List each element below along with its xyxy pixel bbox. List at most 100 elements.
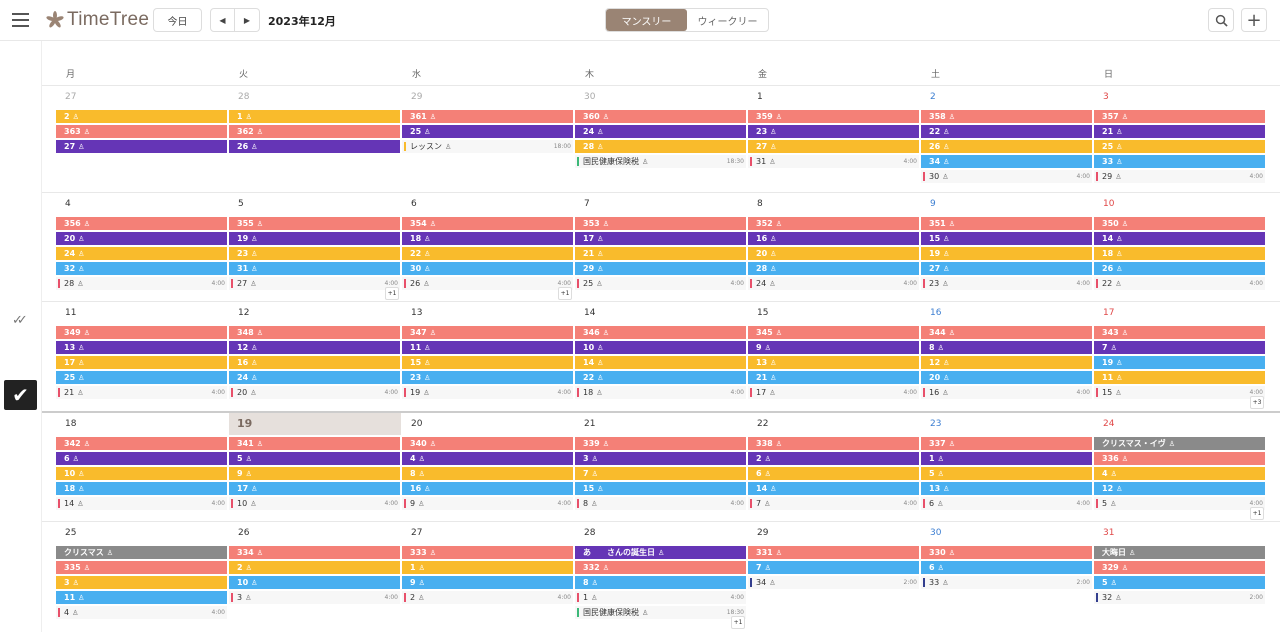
event-bar[interactable]: 356 ♙ (56, 217, 227, 230)
event-bar[interactable]: 13 ♙ (748, 356, 919, 369)
timed-event[interactable]: 2 ♙ 4:00 (402, 591, 573, 604)
event-bar[interactable]: 3 ♙ (56, 576, 227, 589)
timed-event[interactable]: 国民健康保険税 ♙ 18:30 (575, 606, 746, 619)
event-bar[interactable]: 355 ♙ (229, 217, 400, 230)
event-bar[interactable]: 33 ♙ (1094, 155, 1265, 168)
timed-event[interactable]: 27 ♙ 4:00 (229, 277, 400, 290)
event-bar[interactable]: 339 ♙ (575, 437, 746, 450)
event-bar[interactable]: 2 ♙ (229, 561, 400, 574)
event-bar[interactable]: 341 ♙ (229, 437, 400, 450)
event-bar[interactable]: 14 ♙ (1094, 232, 1265, 245)
day-number[interactable]: 1 (757, 92, 763, 102)
day-number[interactable]: 26 (238, 528, 250, 538)
day-number[interactable]: 13 (411, 308, 423, 318)
event-bar[interactable]: 10 ♙ (575, 341, 746, 354)
event-bar[interactable]: 18 ♙ (1094, 247, 1265, 260)
event-bar[interactable]: 15 ♙ (575, 482, 746, 495)
event-bar[interactable]: 7 ♙ (748, 561, 919, 574)
event-bar[interactable]: 338 ♙ (748, 437, 919, 450)
event-bar[interactable]: 6 ♙ (56, 452, 227, 465)
event-bar[interactable]: 343 ♙ (1094, 326, 1265, 339)
timed-event[interactable]: 18 ♙ 4:00 (575, 386, 746, 399)
add-event-button[interactable]: + (1241, 8, 1267, 32)
timed-event[interactable]: 30 ♙ 4:00 (921, 170, 1092, 183)
menu-icon[interactable] (12, 13, 29, 27)
day-number[interactable]: 29 (411, 92, 423, 102)
tab-monthly[interactable]: マンスリー (606, 9, 687, 31)
event-bar[interactable]: 34 ♙ (921, 155, 1092, 168)
timed-event[interactable]: 23 ♙ 4:00 (921, 277, 1092, 290)
event-bar[interactable]: 1 ♙ (921, 452, 1092, 465)
event-bar[interactable]: 14 ♙ (575, 356, 746, 369)
event-bar[interactable]: 352 ♙ (748, 217, 919, 230)
event-bar[interactable]: クリスマス ♙ (56, 546, 227, 559)
timed-event[interactable]: 3 ♙ 4:00 (229, 591, 400, 604)
event-bar[interactable]: 22 ♙ (921, 125, 1092, 138)
checkbox-icon[interactable]: ✔ (4, 380, 37, 410)
day-number[interactable]: 20 (411, 419, 423, 429)
event-bar[interactable]: 21 ♙ (575, 247, 746, 260)
timed-event[interactable]: 6 ♙ 4:00 (921, 497, 1092, 510)
day-number[interactable]: 19 (229, 413, 401, 435)
event-bar[interactable]: 1 ♙ (402, 561, 573, 574)
event-bar[interactable]: あ さんの誕生日 ♙ (575, 546, 746, 559)
day-number[interactable]: 5 (238, 199, 244, 209)
event-bar[interactable]: 345 ♙ (748, 326, 919, 339)
event-bar[interactable]: 8 ♙ (402, 467, 573, 480)
event-bar[interactable]: 27 ♙ (748, 140, 919, 153)
event-bar[interactable]: 25 ♙ (402, 125, 573, 138)
event-bar[interactable]: 6 ♙ (921, 561, 1092, 574)
timed-event[interactable]: 19 ♙ 4:00 (402, 386, 573, 399)
event-bar[interactable]: 334 ♙ (229, 546, 400, 559)
event-bar[interactable]: 25 ♙ (1094, 140, 1265, 153)
day-number[interactable]: 3 (1103, 92, 1109, 102)
day-number[interactable]: 12 (238, 308, 250, 318)
day-number[interactable]: 4 (65, 199, 71, 209)
event-bar[interactable]: 20 ♙ (748, 247, 919, 260)
event-bar[interactable]: 26 ♙ (921, 140, 1092, 153)
event-bar[interactable]: 4 ♙ (1094, 467, 1265, 480)
event-bar[interactable]: 1 ♙ (229, 110, 400, 123)
timed-event[interactable]: 17 ♙ 4:00 (748, 386, 919, 399)
event-bar[interactable]: 18 ♙ (56, 482, 227, 495)
event-bar[interactable]: 5 ♙ (921, 467, 1092, 480)
event-bar[interactable]: 10 ♙ (229, 576, 400, 589)
event-bar[interactable]: 12 ♙ (1094, 482, 1265, 495)
timed-event[interactable]: 4 ♙ 4:00 (56, 606, 227, 619)
event-bar[interactable]: 20 ♙ (921, 371, 1092, 384)
day-number[interactable]: 6 (411, 199, 417, 209)
more-events-button[interactable]: +1 (558, 287, 572, 300)
day-number[interactable]: 23 (930, 419, 942, 429)
tab-weekly[interactable]: ウィークリー (697, 16, 758, 28)
day-number[interactable]: 22 (757, 419, 769, 429)
event-bar[interactable]: 11 ♙ (56, 591, 227, 604)
timed-event[interactable]: 31 ♙ 4:00 (748, 155, 919, 168)
event-bar[interactable]: 27 ♙ (56, 140, 227, 153)
event-bar[interactable]: 13 ♙ (921, 482, 1092, 495)
event-bar[interactable]: 24 ♙ (229, 371, 400, 384)
event-bar[interactable]: 9 ♙ (748, 341, 919, 354)
day-number[interactable]: 18 (65, 419, 77, 429)
event-bar[interactable]: 7 ♙ (575, 467, 746, 480)
day-number[interactable]: 27 (65, 92, 77, 102)
event-bar[interactable]: 12 ♙ (921, 356, 1092, 369)
event-bar[interactable]: 24 ♙ (575, 125, 746, 138)
timed-event[interactable]: 10 ♙ 4:00 (229, 497, 400, 510)
more-events-button[interactable]: +1 (1250, 507, 1264, 520)
event-bar[interactable]: 342 ♙ (56, 437, 227, 450)
app-logo[interactable]: TimeTree (46, 9, 149, 31)
event-bar[interactable]: 362 ♙ (229, 125, 400, 138)
event-bar[interactable]: 23 ♙ (748, 125, 919, 138)
day-number[interactable]: 27 (411, 528, 423, 538)
event-bar[interactable]: 22 ♙ (575, 371, 746, 384)
timed-event[interactable]: 5 ♙ 4:00 (1094, 497, 1265, 510)
event-bar[interactable]: 12 ♙ (229, 341, 400, 354)
event-bar[interactable]: 360 ♙ (575, 110, 746, 123)
day-number[interactable]: 25 (65, 528, 77, 538)
day-number[interactable]: 16 (930, 308, 942, 318)
timed-event[interactable]: レッスン ♙ 18:00 (402, 140, 573, 153)
event-bar[interactable]: 23 ♙ (402, 371, 573, 384)
day-number[interactable]: 15 (757, 308, 769, 318)
event-bar[interactable]: 19 ♙ (229, 232, 400, 245)
day-number[interactable]: 31 (1103, 528, 1115, 538)
